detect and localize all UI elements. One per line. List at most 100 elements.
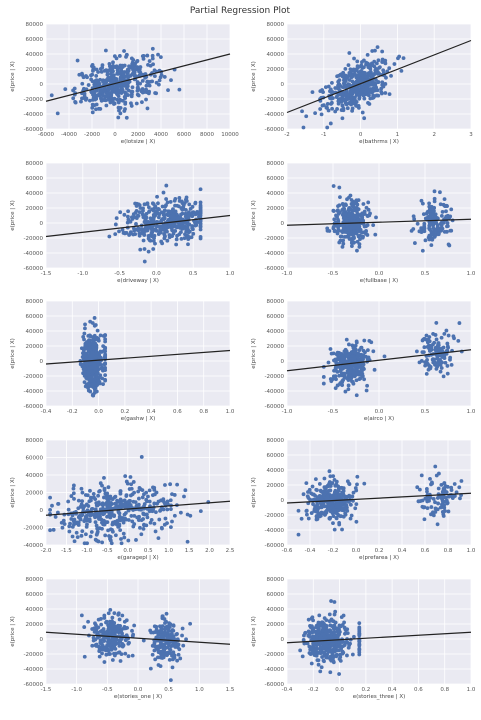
data-point xyxy=(106,500,110,505)
data-point xyxy=(361,202,366,206)
data-point xyxy=(153,227,158,232)
data-point xyxy=(327,619,332,624)
data-point xyxy=(449,207,454,212)
data-point xyxy=(322,659,326,664)
data-point xyxy=(165,499,170,504)
data-point xyxy=(127,79,132,84)
data-point xyxy=(434,321,439,325)
data-point xyxy=(80,81,85,86)
data-point xyxy=(346,383,351,388)
y-tick-label: 20000 xyxy=(267,622,285,628)
data-point xyxy=(198,208,203,213)
data-point xyxy=(177,87,182,92)
data-point xyxy=(80,529,85,534)
data-point xyxy=(371,88,375,92)
y-tick-label: 20000 xyxy=(267,67,285,73)
data-point xyxy=(357,95,362,100)
data-point xyxy=(348,96,353,101)
data-point xyxy=(330,80,334,85)
data-point xyxy=(156,215,161,220)
data-point xyxy=(321,645,325,650)
data-point xyxy=(333,494,338,499)
y-axis-label: e(price | X) xyxy=(251,616,257,646)
data-point xyxy=(68,521,72,526)
data-point xyxy=(131,632,136,637)
data-point xyxy=(94,78,99,83)
data-point xyxy=(392,62,397,66)
data-point xyxy=(380,60,385,64)
data-point xyxy=(309,661,314,666)
data-point xyxy=(345,96,349,101)
fit-line xyxy=(286,492,472,504)
data-point xyxy=(159,73,164,78)
data-point xyxy=(179,199,184,204)
x-tick-label: 0.4 xyxy=(398,548,407,554)
data-point xyxy=(323,85,328,90)
data-point xyxy=(383,61,388,66)
data-point xyxy=(90,382,94,387)
data-point xyxy=(156,52,160,57)
x-tick-label: -1.0 xyxy=(71,687,82,693)
data-point xyxy=(343,630,348,635)
data-point xyxy=(103,533,108,538)
data-point xyxy=(337,486,341,491)
data-point xyxy=(356,87,361,91)
data-point xyxy=(367,102,372,106)
data-point xyxy=(370,96,375,100)
data-point xyxy=(311,643,316,647)
data-point xyxy=(70,513,75,518)
data-point xyxy=(80,71,84,76)
data-point xyxy=(117,629,122,634)
x-tick-label: 10000 xyxy=(221,132,239,138)
data-point xyxy=(327,634,331,638)
data-point xyxy=(144,97,148,102)
x-tick-label: 0.0 xyxy=(352,548,361,554)
data-point xyxy=(320,620,325,625)
data-point xyxy=(335,512,340,517)
data-point xyxy=(162,75,167,79)
x-tick-label: 2.5 xyxy=(226,548,235,554)
data-point xyxy=(156,655,160,660)
data-point xyxy=(427,210,432,215)
data-point xyxy=(145,515,150,520)
data-point xyxy=(178,510,183,515)
data-point xyxy=(362,116,367,121)
data-point xyxy=(422,229,427,234)
data-point xyxy=(354,214,359,219)
data-point xyxy=(169,507,173,512)
data-point xyxy=(87,333,92,338)
data-point xyxy=(96,106,101,111)
data-point xyxy=(87,377,91,382)
data-point xyxy=(442,354,447,358)
data-point xyxy=(88,488,92,493)
data-point xyxy=(361,353,366,358)
data-point xyxy=(91,337,96,342)
data-point xyxy=(442,197,447,202)
data-point xyxy=(421,212,426,217)
x-tick-label: 1.5 xyxy=(185,548,194,554)
data-point xyxy=(72,539,77,544)
data-point xyxy=(73,100,78,105)
data-point xyxy=(339,646,344,651)
data-point xyxy=(164,639,169,644)
data-point xyxy=(86,350,91,354)
data-point xyxy=(90,110,95,115)
data-point xyxy=(86,619,90,624)
data-point xyxy=(152,485,157,490)
data-point xyxy=(338,195,342,199)
data-point xyxy=(342,643,347,647)
data-point xyxy=(309,511,314,515)
fit-line xyxy=(45,53,231,102)
subplot-e-driveway-x: -1.5 -1.0 -0.5 0.0 0.5 1.0 -60000 -40000 -20000 0… xyxy=(10,161,235,284)
data-point xyxy=(436,341,441,346)
data-point xyxy=(328,515,332,520)
data-point xyxy=(320,502,325,507)
data-point xyxy=(162,213,167,218)
data-point xyxy=(184,637,188,642)
data-point xyxy=(324,509,329,514)
x-tick-label: 6000 xyxy=(177,132,191,138)
data-point xyxy=(139,532,144,537)
y-tick-label: -40000 xyxy=(265,528,285,534)
x-tick-label: -2000 xyxy=(84,132,100,138)
data-point xyxy=(101,79,105,84)
